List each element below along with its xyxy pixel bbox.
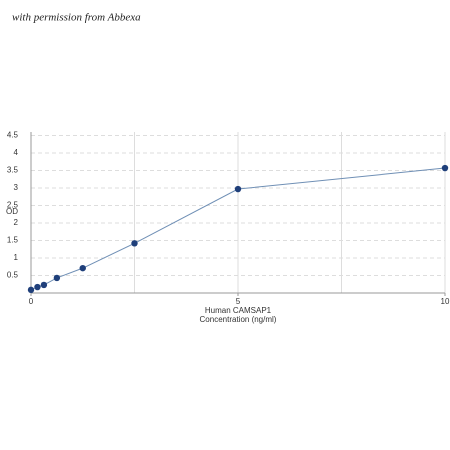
y-tick-label: 4 xyxy=(14,148,19,157)
x-tick-label: 0 xyxy=(29,297,34,306)
data-point xyxy=(40,281,48,289)
y-tick-label: 1 xyxy=(14,253,19,262)
y-tick-label: 2.5 xyxy=(7,201,19,210)
data-point xyxy=(34,283,41,291)
y-tick-label: 1.5 xyxy=(7,236,19,245)
x-tick-label: 10 xyxy=(441,297,450,306)
y-tick-label: 2 xyxy=(14,218,19,227)
y-axis-label: OD xyxy=(6,207,18,216)
x-axis-label: Concentration (ng/ml) xyxy=(200,315,277,324)
data-point xyxy=(53,274,61,282)
x-tick-label: 5 xyxy=(236,297,241,306)
y-tick-label: 4.5 xyxy=(7,131,19,140)
data-point xyxy=(441,164,449,172)
data-point xyxy=(234,185,242,193)
data-point xyxy=(131,240,138,247)
data-point xyxy=(79,264,86,272)
y-tick-label: 0.5 xyxy=(7,271,19,280)
y-tick-label: 3.5 xyxy=(7,166,19,175)
data-point xyxy=(27,286,35,294)
x-axis-label: Human CAMSAP1 xyxy=(205,306,272,315)
y-tick-label: 3 xyxy=(14,183,19,192)
watermark: with permission from Abbexa xyxy=(12,12,141,24)
